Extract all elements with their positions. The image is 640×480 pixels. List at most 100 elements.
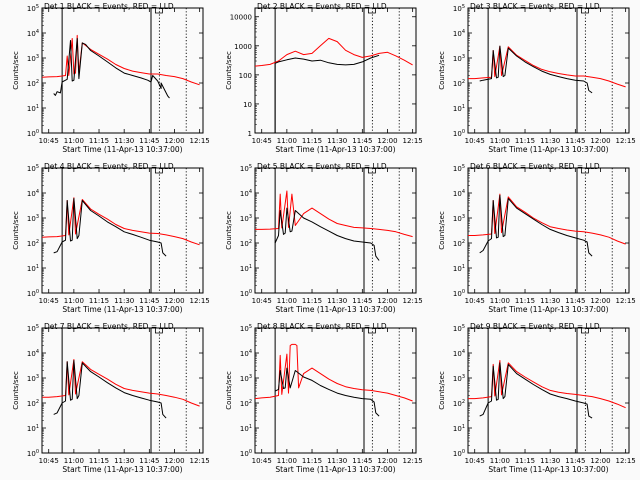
detector-chart-3: Det 3 BLACK = Events, RED = LLD 100 101 102…: [438, 2, 636, 154]
interval-marker: [580, 168, 589, 174]
x-tick-label: 11:30: [540, 137, 560, 145]
y-tick-label: 1000: [234, 43, 252, 51]
detector-chart-8: Det 8 BLACK = Events, RED = LLD 100 101 102…: [225, 322, 423, 474]
y-tick-label: 100: [27, 129, 39, 138]
x-tick-label: 12:15: [190, 297, 210, 305]
interval-marker: [154, 328, 163, 334]
y-tick-label: 101: [27, 424, 39, 433]
y-tick-label: 100: [453, 129, 465, 138]
y-tick-label: 101: [453, 424, 465, 433]
y-tick-label: 100: [27, 449, 39, 458]
y-axis-label: Counts/sec: [438, 371, 446, 410]
x-tick-label: 11:45: [352, 457, 372, 465]
y-axis-label: Counts/sec: [225, 51, 233, 90]
x-tick-label: 11:30: [327, 457, 347, 465]
y-tick-label: 100: [239, 72, 252, 80]
y-tick-label: 104: [240, 189, 252, 198]
x-tick-label: 11:15: [89, 137, 109, 145]
x-tick-label: 11:45: [139, 137, 159, 145]
y-tick-label: 104: [453, 189, 465, 198]
y-tick-label: 103: [27, 54, 39, 63]
y-tick-label: 104: [27, 29, 39, 38]
y-axis-label: Counts/sec: [438, 51, 446, 90]
plot-frame: [254, 167, 417, 294]
detector-chart-7: Det 7 BLACK = Events, RED = LLD 100 101 102…: [12, 322, 210, 474]
x-tick-label: 12:00: [164, 457, 184, 465]
detector-panel-8: Det 8 BLACK = Events, RED = LLD 100 101 102…: [213, 320, 426, 480]
interval-marker: [154, 8, 163, 14]
y-axis-label: Counts/sec: [225, 371, 233, 410]
y-tick-label: 101: [453, 264, 465, 273]
x-tick-label: 11:15: [302, 297, 322, 305]
chart-title: Det 9 BLACK = Events, RED = LLD: [470, 322, 600, 331]
x-tick-label: 10:45: [252, 137, 272, 145]
y-tick-label: 100: [240, 289, 252, 298]
x-axis-label: Start Time (11-Apr-13 10:37:00): [275, 305, 395, 314]
detector-chart-2: Det 2 BLACK = Events, RED = LLD 1 10 100 100…: [225, 2, 423, 154]
x-tick-label: 11:15: [515, 297, 535, 305]
x-tick-label: 11:30: [327, 297, 347, 305]
x-tick-label: 11:00: [277, 137, 297, 145]
x-tick-label: 11:00: [64, 297, 84, 305]
x-tick-label: 11:15: [89, 457, 109, 465]
y-tick-label: 104: [453, 349, 465, 358]
y-tick-label: 105: [453, 4, 465, 13]
y-tick-label: 101: [240, 264, 252, 273]
x-tick-label: 11:45: [139, 457, 159, 465]
chart-title: Det 3 BLACK = Events, RED = LLD: [470, 2, 600, 11]
series-lld: [255, 37, 413, 67]
x-tick-label: 11:15: [515, 457, 535, 465]
y-axis-label: Counts/sec: [225, 211, 233, 250]
chart-title: Det 4 BLACK = Events, RED = LLD: [44, 162, 174, 171]
y-tick-label: 102: [27, 399, 39, 408]
y-tick-label: 105: [27, 4, 39, 13]
x-tick-label: 11:30: [114, 137, 134, 145]
detector-panel-3: Det 3 BLACK = Events, RED = LLD 100 101 102…: [426, 0, 639, 160]
y-tick-label: 104: [240, 349, 252, 358]
y-tick-label: 100: [27, 289, 39, 298]
x-tick-label: 12:15: [403, 297, 423, 305]
x-tick-label: 11:45: [565, 457, 585, 465]
x-tick-label: 10:45: [465, 137, 485, 145]
x-tick-label: 12:00: [590, 457, 610, 465]
detector-chart-5: Det 5 BLACK = Events, RED = LLD 100 101 102…: [225, 162, 423, 314]
x-tick-label: 11:30: [327, 137, 347, 145]
y-tick-label: 10: [243, 101, 252, 109]
y-tick-label: 100: [240, 449, 252, 458]
interval-marker: [367, 328, 376, 334]
plot-frame: [254, 7, 417, 134]
x-tick-label: 12:15: [190, 457, 210, 465]
x-tick-label: 12:15: [190, 137, 210, 145]
x-tick-label: 11:00: [490, 457, 510, 465]
x-axis-label: Start Time (11-Apr-13 10:37:00): [488, 465, 608, 474]
x-tick-label: 11:00: [64, 137, 84, 145]
interval-marker: [580, 8, 589, 14]
series-events: [255, 54, 380, 133]
y-tick-label: 10000: [230, 14, 252, 22]
x-tick-label: 11:45: [565, 297, 585, 305]
y-tick-label: 104: [27, 189, 39, 198]
y-tick-label: 103: [27, 374, 39, 383]
x-tick-label: 11:45: [352, 137, 372, 145]
series-events: [479, 194, 593, 257]
x-tick-label: 12:00: [377, 457, 397, 465]
series-events: [479, 362, 593, 419]
x-tick-label: 12:15: [616, 297, 636, 305]
x-tick-label: 11:45: [565, 137, 585, 145]
x-tick-label: 11:15: [89, 297, 109, 305]
detector-panel-6: Det 6 BLACK = Events, RED = LLD 100 101 102…: [426, 160, 639, 320]
x-tick-label: 12:00: [377, 137, 397, 145]
series-events: [53, 38, 170, 99]
y-tick-label: 105: [27, 164, 39, 173]
series-lld: [255, 343, 413, 402]
detector-panel-7: Det 7 BLACK = Events, RED = LLD 100 101 102…: [0, 320, 213, 480]
y-tick-label: 105: [453, 324, 465, 333]
series-lld: [468, 45, 626, 88]
series-events: [53, 198, 167, 257]
y-tick-label: 100: [453, 449, 465, 458]
x-tick-label: 11:00: [64, 457, 84, 465]
chart-title: Det 8 BLACK = Events, RED = LLD: [257, 322, 387, 331]
x-tick-label: 11:30: [114, 457, 134, 465]
interval-marker: [367, 8, 376, 14]
